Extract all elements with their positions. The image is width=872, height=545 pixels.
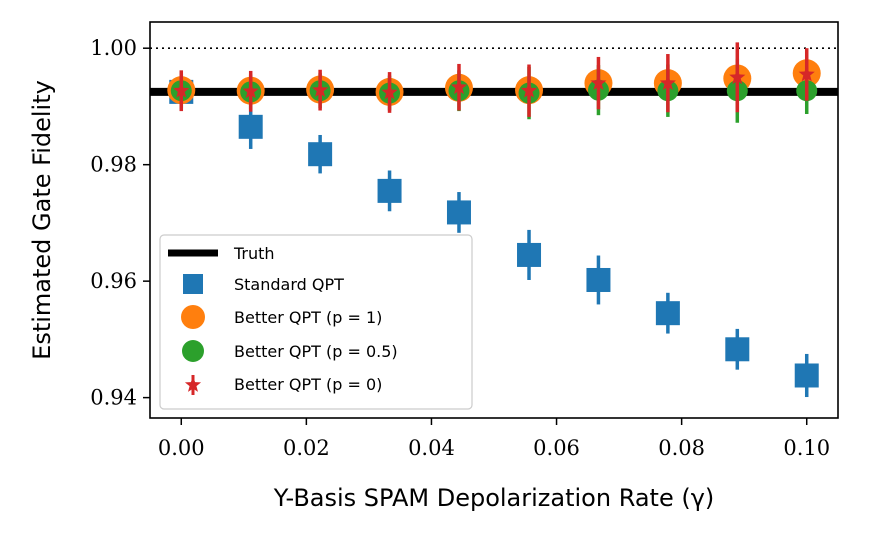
- y-tick-label: 0.98: [90, 153, 137, 177]
- legend-label-better-qpt-p05: Better QPT (p = 0.5): [234, 342, 398, 361]
- legend-label-truth: Truth: [233, 244, 275, 263]
- legend-swatch-standard-qpt: [183, 274, 203, 294]
- y-axis-ticks: 0.94 0.96 0.98 1.00: [90, 36, 150, 410]
- better-qpt-p0-point: [173, 82, 190, 98]
- x-tick-label: 0.10: [783, 436, 830, 460]
- x-tick-label: 0.02: [283, 436, 330, 460]
- x-tick-label: 0.00: [158, 436, 205, 460]
- x-tick-label: 0.08: [658, 436, 705, 460]
- better-qpt-p0-point: [590, 74, 607, 91]
- y-tick-label: 0.94: [90, 386, 137, 410]
- legend-label-standard-qpt: Standard QPT: [234, 275, 344, 294]
- data-marks: [167, 42, 821, 398]
- x-axis-label: Y-Basis SPAM Depolarization Rate (γ): [273, 484, 715, 512]
- better-qpt-p0-point: [450, 78, 468, 95]
- standard-qpt-point: [517, 242, 542, 267]
- plot-frame: [149, 21, 839, 419]
- legend-swatch-better-qpt-p05: [182, 340, 204, 362]
- y-tick-label: 1.00: [90, 36, 137, 60]
- better-qpt-p0-point: [798, 65, 815, 82]
- standard-qpt-point: [238, 114, 263, 139]
- legend-label-better-qpt-p1: Better QPT (p = 1): [234, 308, 382, 327]
- standard-qpt-point: [794, 363, 819, 388]
- better-qpt-p0-point: [729, 68, 746, 85]
- better-qpt-p0-point: [659, 74, 676, 91]
- better-qpt-p0-point: [520, 82, 538, 98]
- better-qpt-p0-point: [312, 81, 329, 98]
- standard-qpt-point: [655, 301, 680, 326]
- y-axis-label: Estimated Gate Fidelity: [28, 80, 56, 360]
- better-qpt-p0-point: [381, 83, 398, 100]
- x-axis-ticks: 0.00 0.02 0.04 0.06 0.08 0.10: [158, 418, 830, 460]
- standard-qpt-point: [586, 267, 611, 292]
- x-tick-label: 0.06: [533, 436, 580, 460]
- legend: Truth Standard QPT Better QPT (p = 1) Be…: [159, 234, 473, 410]
- better-qpt-p0-point: [242, 82, 259, 99]
- legend-swatch-better-qpt-p0: [184, 375, 202, 395]
- standard-qpt-point: [377, 178, 402, 203]
- x-tick-label: 0.04: [408, 436, 455, 460]
- legend-swatch-better-qpt-p1: [181, 305, 205, 329]
- standard-qpt-point: [308, 142, 333, 167]
- legend-label-better-qpt-p0: Better QPT (p = 0): [234, 375, 382, 394]
- y-tick-label: 0.96: [90, 269, 137, 293]
- standard-qpt-point: [446, 200, 471, 225]
- legend-box: [159, 234, 473, 410]
- standard-qpt-point: [725, 337, 750, 362]
